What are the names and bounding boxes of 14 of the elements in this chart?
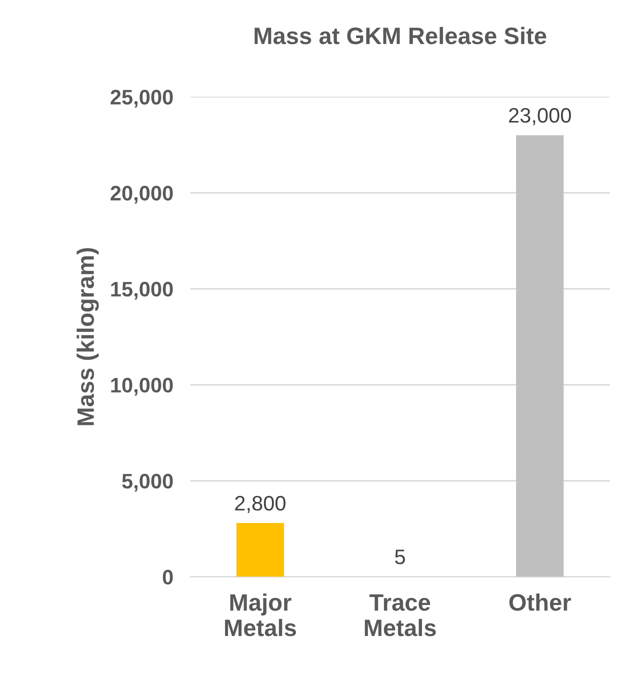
y-tick-label: 0 (162, 570, 173, 585)
y-tick-label: 5,000 (122, 474, 173, 492)
y-tick-label: 10,000 (111, 378, 173, 396)
y-tick-label: 15,000 (111, 282, 173, 300)
chart-title: Mass at GKM Release Site (254, 26, 546, 44)
data-label: 23,000 (509, 108, 571, 126)
data-label: 5 (395, 550, 405, 564)
data-label: 2,800 (235, 496, 286, 514)
y-tick-label: 20,000 (110, 186, 173, 204)
y-axis-title: Mass (kilogram) (76, 248, 99, 426)
x-tick-label: Trace Metals (364, 594, 436, 636)
x-tick-label: Major Metals (225, 593, 296, 636)
y-tick-label: 25,000 (110, 90, 173, 108)
x-tick-label: Other (509, 593, 571, 611)
